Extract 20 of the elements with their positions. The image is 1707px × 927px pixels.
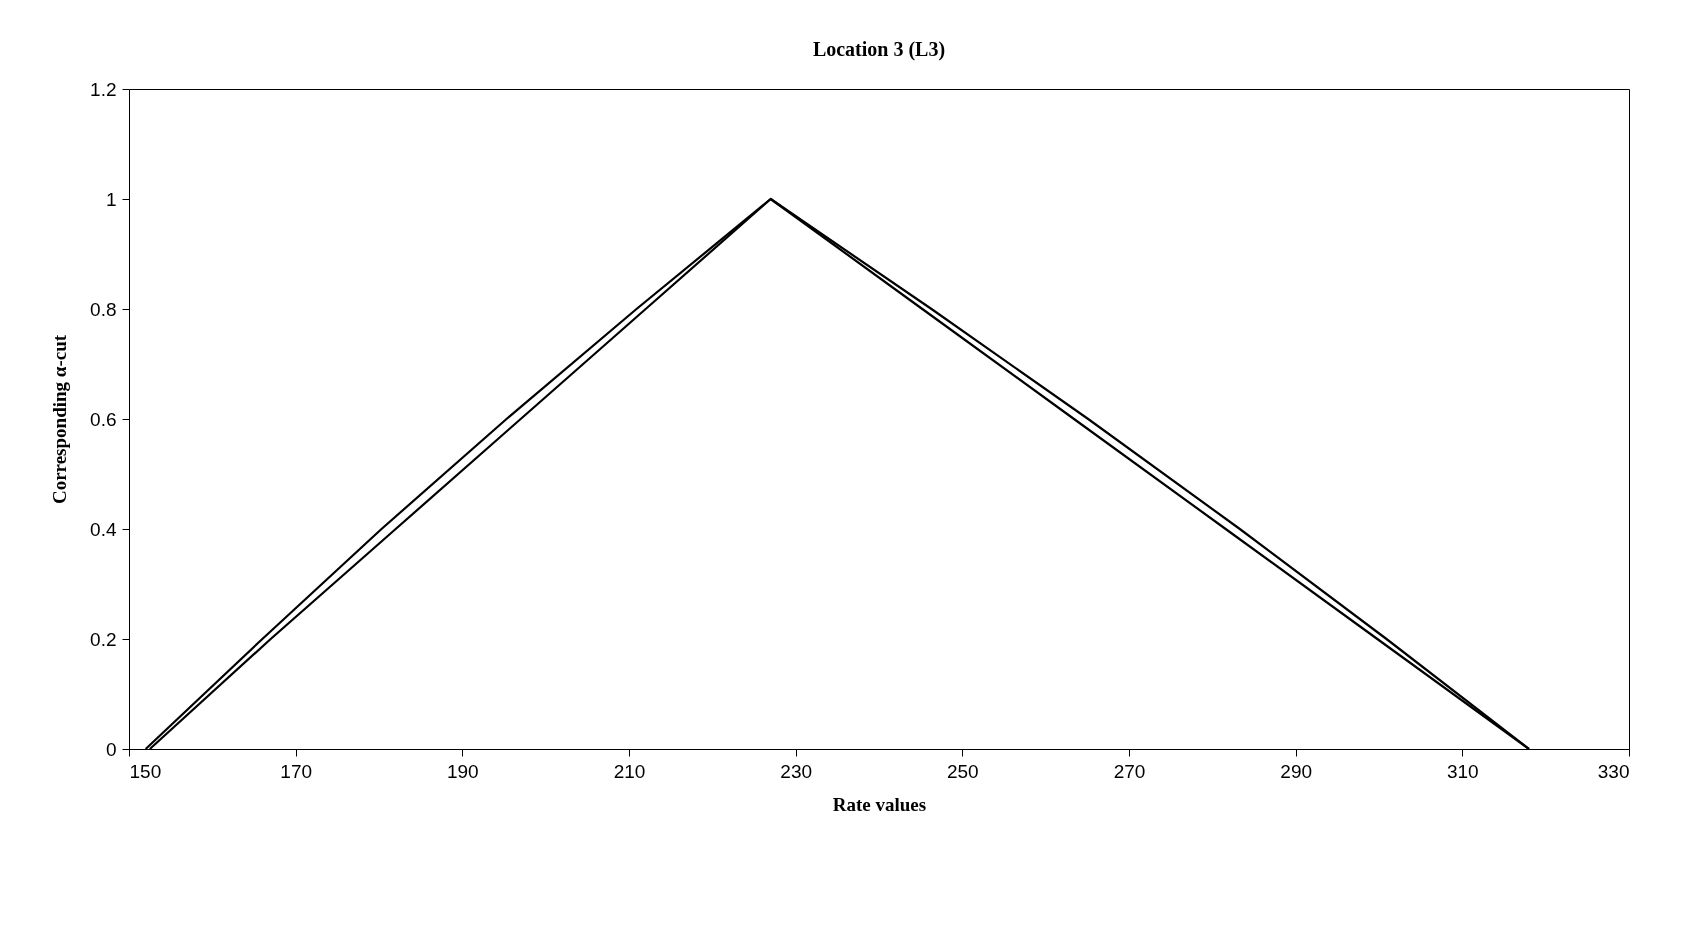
- x-tick-label: 290: [1280, 760, 1313, 782]
- x-tick-label: 250: [946, 760, 979, 782]
- x-tick-label: 190: [446, 760, 479, 782]
- y-tick-label: 0.2: [90, 628, 117, 650]
- y-axis-title: Corresponding α-cut: [49, 334, 71, 505]
- x-tick-label: 310: [1446, 760, 1479, 782]
- x-tick-label: 170: [280, 760, 313, 782]
- x-tick-label: 330: [1597, 760, 1630, 782]
- x-tick-label: 210: [613, 760, 646, 782]
- y-tick-label: 0: [105, 738, 117, 760]
- y-tick-label: 1.2: [90, 78, 117, 100]
- y-tick-label: 0.6: [90, 408, 117, 430]
- y-tick-label: 1: [105, 188, 117, 210]
- x-tick-label: 150: [129, 760, 162, 782]
- y-tick-label: 0.4: [90, 518, 117, 540]
- x-axis-title: Rate values: [832, 793, 927, 815]
- chart-title: Location 3 (L3): [812, 38, 946, 61]
- x-tick-label: 230: [780, 760, 813, 782]
- x-tick-label: 270: [1113, 760, 1146, 782]
- y-tick-label: 0.8: [90, 298, 117, 320]
